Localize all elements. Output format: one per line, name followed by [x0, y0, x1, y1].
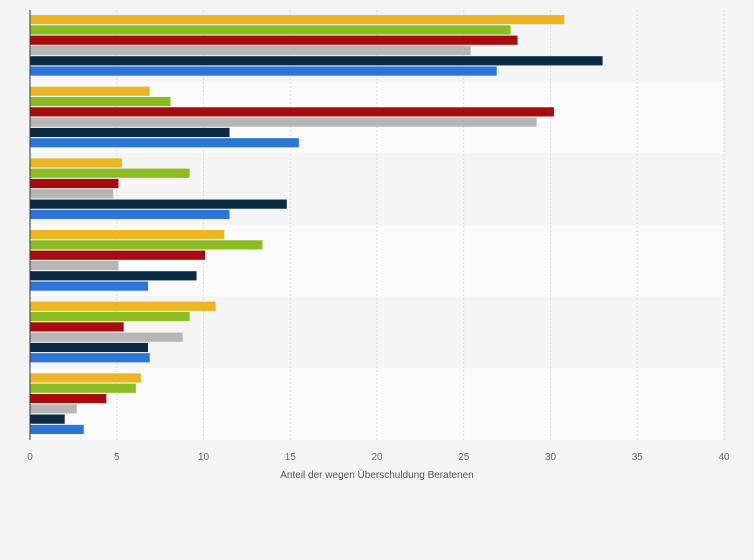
bar[interactable] [30, 209, 230, 220]
bar[interactable] [30, 281, 148, 291]
x-tick-label: 40 [718, 452, 730, 463]
bar[interactable] [30, 189, 114, 199]
x-axis-title: Anteil der wegen Überschuldung Beratenen [280, 469, 473, 481]
bar[interactable] [30, 332, 183, 342]
bar[interactable] [30, 138, 299, 148]
bar[interactable] [30, 342, 148, 353]
x-tick-label: 35 [632, 452, 644, 463]
bar[interactable] [30, 15, 565, 25]
bar[interactable] [30, 322, 124, 332]
x-tick-label: 25 [458, 452, 470, 463]
x-tick-label: 20 [371, 452, 383, 463]
bar[interactable] [30, 250, 206, 260]
bar[interactable] [30, 45, 471, 56]
bar[interactable] [30, 86, 150, 96]
bar[interactable] [30, 404, 77, 414]
bar[interactable] [30, 25, 511, 35]
bar[interactable] [30, 301, 216, 311]
bar[interactable] [30, 127, 230, 138]
bar[interactable] [30, 199, 287, 209]
category-band [30, 368, 724, 440]
bars [30, 15, 603, 435]
bar[interactable] [30, 240, 263, 250]
x-tick-label: 30 [545, 452, 557, 463]
bar[interactable] [30, 117, 537, 127]
bar[interactable] [30, 96, 171, 107]
bar[interactable] [30, 107, 554, 117]
bar[interactable] [30, 35, 518, 45]
bar[interactable] [30, 168, 190, 178]
bar[interactable] [30, 178, 119, 189]
bar[interactable] [30, 271, 197, 281]
bar[interactable] [30, 424, 84, 435]
bar[interactable] [30, 158, 122, 168]
bar[interactable] [30, 56, 603, 66]
bar[interactable] [30, 230, 225, 240]
bar[interactable] [30, 373, 142, 383]
bar[interactable] [30, 353, 150, 363]
bar[interactable] [30, 414, 65, 424]
x-axis-ticks: 0 5 10 15 20 25 30 35 40 [27, 452, 730, 463]
bar[interactable] [30, 383, 136, 393]
bar[interactable] [30, 311, 190, 322]
x-tick-label: 10 [198, 452, 210, 463]
bar[interactable] [30, 393, 107, 404]
x-tick-label: 5 [114, 452, 120, 463]
x-tick-label: 0 [27, 452, 33, 463]
bar[interactable] [30, 260, 119, 271]
x-tick-label: 15 [285, 452, 297, 463]
bar[interactable] [30, 66, 497, 76]
